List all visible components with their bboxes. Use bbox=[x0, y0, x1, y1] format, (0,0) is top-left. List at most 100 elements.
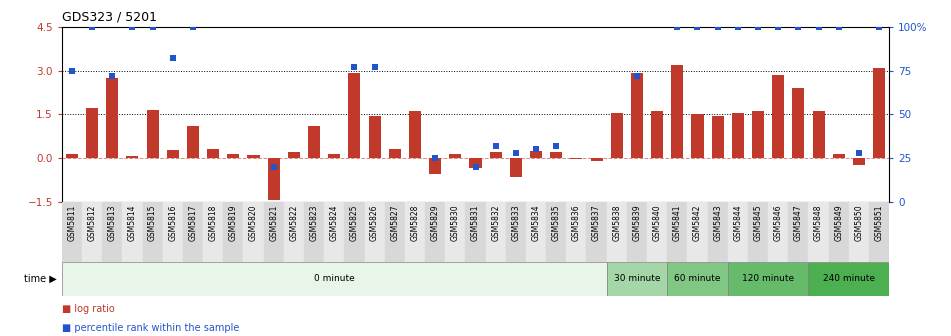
Bar bbox=[62, 202, 82, 262]
Bar bbox=[470, 158, 481, 168]
Bar bbox=[66, 154, 78, 158]
Bar bbox=[247, 155, 260, 158]
Bar bbox=[668, 262, 728, 296]
Bar bbox=[425, 202, 445, 262]
Bar bbox=[873, 68, 885, 158]
Bar bbox=[86, 109, 98, 158]
Bar bbox=[62, 262, 607, 296]
Text: GSM5848: GSM5848 bbox=[814, 205, 823, 241]
Bar bbox=[627, 202, 647, 262]
Bar bbox=[126, 156, 139, 158]
Bar bbox=[405, 202, 425, 262]
Bar bbox=[288, 152, 300, 158]
Text: 0 minute: 0 minute bbox=[314, 275, 355, 283]
Bar bbox=[788, 202, 808, 262]
Bar bbox=[768, 202, 788, 262]
Text: 30 minute: 30 minute bbox=[613, 275, 660, 283]
Text: GSM5842: GSM5842 bbox=[693, 205, 702, 241]
Text: GSM5814: GSM5814 bbox=[128, 205, 137, 241]
Bar bbox=[833, 154, 844, 158]
Text: ■ log ratio: ■ log ratio bbox=[62, 304, 114, 314]
Text: GSM5847: GSM5847 bbox=[794, 205, 803, 241]
Bar bbox=[143, 202, 163, 262]
Text: GSM5835: GSM5835 bbox=[552, 205, 561, 241]
Bar bbox=[828, 202, 849, 262]
Text: GSM5843: GSM5843 bbox=[713, 205, 722, 241]
Bar bbox=[611, 113, 623, 158]
Bar bbox=[607, 202, 627, 262]
Text: time ▶: time ▶ bbox=[25, 274, 57, 284]
Bar bbox=[123, 202, 143, 262]
Bar bbox=[243, 202, 263, 262]
Text: GSM5837: GSM5837 bbox=[592, 205, 601, 241]
Text: GSM5813: GSM5813 bbox=[107, 205, 117, 241]
Text: GSM5821: GSM5821 bbox=[269, 205, 279, 241]
Bar bbox=[792, 88, 805, 158]
Text: GSM5846: GSM5846 bbox=[774, 205, 783, 241]
Bar bbox=[530, 151, 542, 158]
Text: GSM5828: GSM5828 bbox=[411, 205, 419, 241]
Bar bbox=[348, 74, 360, 158]
Bar bbox=[163, 202, 183, 262]
Bar bbox=[82, 202, 102, 262]
Text: GSM5834: GSM5834 bbox=[532, 205, 540, 241]
Bar bbox=[708, 202, 728, 262]
Bar bbox=[385, 202, 405, 262]
Bar bbox=[747, 202, 768, 262]
Text: GSM5823: GSM5823 bbox=[310, 205, 319, 241]
Bar bbox=[688, 202, 708, 262]
Text: GSM5832: GSM5832 bbox=[491, 205, 500, 241]
Text: GSM5827: GSM5827 bbox=[390, 205, 399, 241]
Bar bbox=[490, 152, 502, 158]
Bar bbox=[772, 75, 785, 158]
Text: GSM5838: GSM5838 bbox=[612, 205, 621, 241]
Text: GSM5824: GSM5824 bbox=[330, 205, 339, 241]
Text: 60 minute: 60 minute bbox=[674, 275, 721, 283]
Text: GSM5818: GSM5818 bbox=[208, 205, 218, 241]
Bar bbox=[207, 149, 220, 158]
Text: GSM5815: GSM5815 bbox=[148, 205, 157, 241]
Bar bbox=[668, 202, 688, 262]
Text: GSM5819: GSM5819 bbox=[229, 205, 238, 241]
Bar bbox=[328, 154, 340, 158]
Bar bbox=[671, 65, 684, 158]
Text: ■ percentile rank within the sample: ■ percentile rank within the sample bbox=[62, 323, 240, 333]
Bar bbox=[849, 202, 869, 262]
Bar bbox=[546, 202, 566, 262]
Bar bbox=[304, 202, 324, 262]
Bar bbox=[465, 202, 486, 262]
Bar bbox=[445, 202, 465, 262]
Text: 120 minute: 120 minute bbox=[742, 275, 794, 283]
Text: GSM5836: GSM5836 bbox=[572, 205, 581, 241]
Bar bbox=[166, 150, 179, 158]
Bar bbox=[409, 111, 421, 158]
Text: GSM5840: GSM5840 bbox=[652, 205, 662, 241]
Bar bbox=[607, 262, 668, 296]
Bar bbox=[263, 202, 283, 262]
Bar bbox=[651, 111, 663, 158]
Text: GSM5829: GSM5829 bbox=[431, 205, 439, 241]
Text: 240 minute: 240 minute bbox=[823, 275, 875, 283]
Bar bbox=[102, 202, 123, 262]
Text: GSM5820: GSM5820 bbox=[249, 205, 258, 241]
Bar bbox=[283, 202, 304, 262]
Text: GSM5844: GSM5844 bbox=[733, 205, 743, 241]
Bar bbox=[752, 111, 764, 158]
Text: GSM5826: GSM5826 bbox=[370, 205, 379, 241]
Text: GSM5812: GSM5812 bbox=[87, 205, 97, 241]
Bar bbox=[506, 202, 526, 262]
Text: GSM5850: GSM5850 bbox=[854, 205, 864, 241]
Bar bbox=[364, 202, 385, 262]
Text: GDS323 / 5201: GDS323 / 5201 bbox=[62, 10, 157, 23]
Bar bbox=[429, 158, 441, 174]
Text: GSM5841: GSM5841 bbox=[672, 205, 682, 241]
Text: GSM5839: GSM5839 bbox=[632, 205, 641, 241]
Bar bbox=[631, 74, 643, 158]
Text: GSM5811: GSM5811 bbox=[68, 205, 76, 241]
Text: GSM5831: GSM5831 bbox=[471, 205, 480, 241]
Bar bbox=[486, 202, 506, 262]
Bar bbox=[647, 202, 668, 262]
Bar bbox=[107, 78, 118, 158]
Bar bbox=[183, 202, 204, 262]
Bar bbox=[728, 202, 747, 262]
